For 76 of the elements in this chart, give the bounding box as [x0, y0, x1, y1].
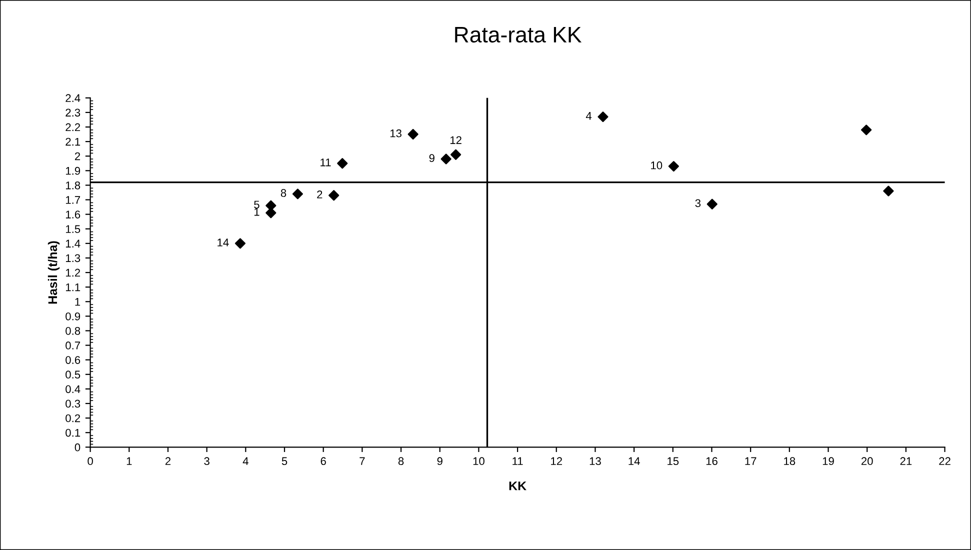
- y-tick-label: 1.5: [66, 225, 80, 234]
- point: [861, 124, 872, 136]
- x-tick-label: 12: [551, 457, 562, 465]
- x-tick-label: 4: [242, 457, 248, 465]
- x-tick-label: 21: [900, 457, 912, 465]
- annotation: 2: [317, 190, 322, 198]
- x-tick-label: 8: [398, 457, 404, 466]
- y-tick-label: 2.1: [66, 138, 80, 146]
- x-tick-label: 9: [437, 457, 442, 466]
- y-tick-label: 2.2: [66, 123, 80, 132]
- x-tick-label: 20: [861, 457, 873, 466]
- y-tick-label: 2.3: [66, 108, 80, 117]
- x-tick-label: 3: [204, 457, 210, 466]
- x-tick-label: 13: [590, 457, 601, 466]
- annotation: 9: [429, 154, 434, 162]
- point: [440, 154, 452, 164]
- point: [668, 160, 679, 172]
- point: [328, 190, 340, 201]
- y-tick-label: 0.5: [66, 370, 80, 379]
- x-tick-label: 10: [473, 457, 484, 466]
- x-tick-label: 7: [360, 457, 365, 465]
- x-tick-label: 16: [706, 457, 718, 466]
- annotation: 3: [695, 199, 701, 208]
- y-tick-label: 2: [74, 152, 80, 160]
- x-tick-label: 15: [668, 457, 679, 466]
- point: [292, 188, 304, 200]
- point: [883, 186, 894, 196]
- point: [450, 149, 462, 160]
- point: [408, 128, 418, 140]
- y-tick-label: 0.8: [66, 327, 80, 335]
- x-tick-label: 14: [628, 457, 640, 465]
- y-tick-label: 0.6: [66, 356, 80, 364]
- y-tick-label: 1.7: [66, 196, 80, 204]
- y-tick-label: 0.3: [66, 400, 80, 408]
- point: [337, 158, 348, 169]
- annotation: 5: [254, 200, 260, 209]
- x-tick-label: 18: [784, 457, 796, 466]
- annotation: 1: [254, 208, 260, 216]
- y-tick-label: 1.3: [66, 254, 80, 262]
- y-tick-label: 0.1: [66, 428, 80, 437]
- y-tick-label: 0.2: [66, 414, 80, 422]
- annotation: 13: [390, 129, 402, 138]
- annotation: 8: [280, 189, 286, 197]
- x-axis-title: KK: [509, 482, 526, 490]
- annotation: 14: [218, 238, 229, 246]
- point: [234, 238, 246, 249]
- x-tick-label: 6: [320, 457, 326, 466]
- y-tick-label: 0: [74, 443, 80, 452]
- y-tick-label: 1.6: [66, 210, 80, 218]
- x-tick-label: 19: [822, 457, 834, 466]
- y-tick-label: 1.8: [66, 181, 80, 190]
- y-tick-label: 2.4: [66, 94, 80, 102]
- point: [266, 200, 276, 211]
- x-tick-label: 17: [745, 457, 756, 465]
- annotation: 10: [651, 161, 662, 170]
- x-tick-label: 5: [282, 457, 288, 466]
- x-tick-label: 22: [939, 457, 950, 465]
- y-tick-label: 1.1: [66, 283, 80, 292]
- point: [598, 112, 608, 122]
- x-tick-label: 0: [88, 457, 93, 466]
- annotation: 11: [320, 158, 331, 166]
- y-tick-label: 0.4: [66, 385, 80, 394]
- annotation: 4: [586, 112, 592, 120]
- chart-title: Rata-rata KK: [455, 27, 582, 43]
- x-tick-label: 2: [165, 457, 171, 465]
- y-axis-title: Hasil (t/ha): [48, 241, 60, 304]
- x-tick-label: 11: [512, 457, 523, 465]
- point: [706, 198, 718, 210]
- y-tick-label: 1.2: [66, 268, 80, 277]
- y-tick-label: 1.4: [66, 240, 80, 248]
- annotation: 12: [450, 136, 462, 144]
- y-tick-label: 1: [75, 298, 80, 306]
- x-tick-label: 1: [126, 457, 132, 465]
- y-tick-label: 0.7: [66, 342, 80, 350]
- y-tick-label: 0.9: [66, 312, 80, 320]
- y-tick-label: 1.9: [66, 166, 80, 175]
